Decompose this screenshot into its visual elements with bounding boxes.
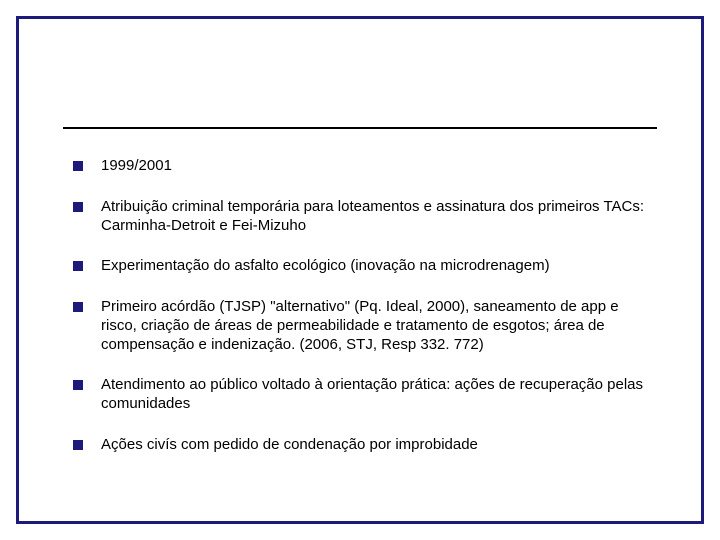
list-item: Ações civís com pedido de condenação por… (73, 436, 653, 455)
slide-border: 1999/2001 Atribuição criminal temporária… (16, 16, 704, 524)
bullet-list: 1999/2001 Atribuição criminal temporária… (73, 157, 653, 455)
list-item: Experimentação do asfalto ecológico (ino… (73, 257, 653, 276)
bullet-text: Experimentação do asfalto ecológico (ino… (101, 257, 653, 276)
bullet-text: Atendimento ao público voltado à orienta… (101, 376, 653, 414)
bullet-marker-icon (73, 202, 83, 212)
bullet-marker-icon (73, 440, 83, 450)
bullet-text: Ações civís com pedido de condenação por… (101, 436, 653, 455)
bullet-marker-icon (73, 380, 83, 390)
bullet-text: Primeiro acórdão (TJSP) "alternativo" (P… (101, 298, 653, 354)
bullet-text: Atribuição criminal temporária para lote… (101, 198, 653, 236)
list-item: Atendimento ao público voltado à orienta… (73, 376, 653, 414)
content-area: 1999/2001 Atribuição criminal temporária… (73, 157, 653, 477)
list-item: 1999/2001 (73, 157, 653, 176)
slide: 1999/2001 Atribuição criminal temporária… (0, 0, 720, 540)
list-item: Primeiro acórdão (TJSP) "alternativo" (P… (73, 298, 653, 354)
bullet-marker-icon (73, 302, 83, 312)
title-separator (63, 127, 657, 129)
list-item: Atribuição criminal temporária para lote… (73, 198, 653, 236)
bullet-text: 1999/2001 (101, 157, 653, 176)
bullet-marker-icon (73, 261, 83, 271)
bullet-marker-icon (73, 161, 83, 171)
